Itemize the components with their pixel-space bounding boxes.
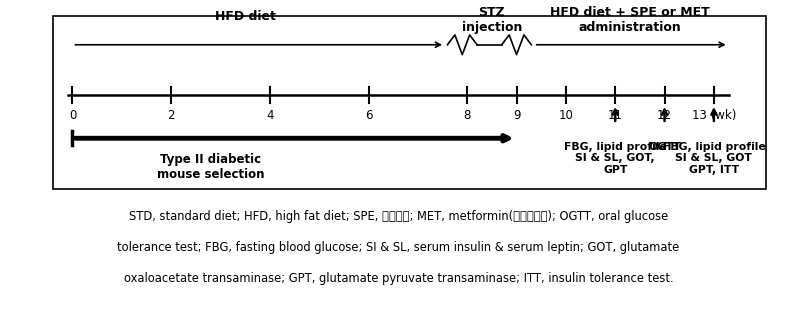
Text: 2: 2 <box>167 108 175 122</box>
Text: HFD diet + SPE or MET
administration: HFD diet + SPE or MET administration <box>550 6 710 34</box>
Text: tolerance test; FBG, fasting blood glucose; SI & SL, serum insulin & serum lepti: tolerance test; FBG, fasting blood gluco… <box>117 241 680 254</box>
Text: 13 (wk): 13 (wk) <box>692 108 736 122</box>
Text: 9: 9 <box>512 108 520 122</box>
Text: STZ
injection: STZ injection <box>461 6 522 34</box>
Text: STD, standard diet; HFD, high fat diet; SPE, 시험물질; MET, metformin(양성대조군); OGTT, : STD, standard diet; HFD, high fat diet; … <box>129 210 668 223</box>
Text: FBG, lipid profile
SI & SL, GOT,
GPT: FBG, lipid profile SI & SL, GOT, GPT <box>563 142 666 175</box>
Text: FBG, lipid profile
SI & SL, GOT
GPT, ITT: FBG, lipid profile SI & SL, GOT GPT, ITT <box>662 142 765 175</box>
Text: 10: 10 <box>559 108 573 122</box>
Text: 11: 11 <box>607 108 622 122</box>
Text: 6: 6 <box>365 108 372 122</box>
Text: oxaloacetate transaminase; GPT, glutamate pyruvate transaminase; ITT, insulin to: oxaloacetate transaminase; GPT, glutamat… <box>124 272 673 285</box>
Text: OGTT: OGTT <box>648 142 681 152</box>
FancyBboxPatch shape <box>53 16 766 188</box>
Text: 8: 8 <box>464 108 471 122</box>
Text: 4: 4 <box>266 108 273 122</box>
Text: Type II diabetic
mouse selection: Type II diabetic mouse selection <box>157 153 265 181</box>
Text: HFD diet: HFD diet <box>214 10 276 23</box>
Text: 0: 0 <box>69 108 77 122</box>
Text: 12: 12 <box>657 108 672 122</box>
